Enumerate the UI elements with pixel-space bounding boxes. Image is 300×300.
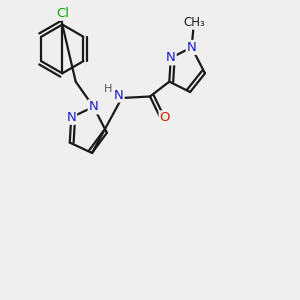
Text: N: N <box>89 100 98 113</box>
Text: N: N <box>114 88 124 101</box>
Text: N: N <box>166 51 176 64</box>
Text: N: N <box>187 41 196 54</box>
Text: H: H <box>104 84 112 94</box>
Text: N: N <box>66 111 76 124</box>
Text: Cl: Cl <box>56 7 69 20</box>
Text: O: O <box>160 111 170 124</box>
Text: CH₃: CH₃ <box>183 16 205 29</box>
